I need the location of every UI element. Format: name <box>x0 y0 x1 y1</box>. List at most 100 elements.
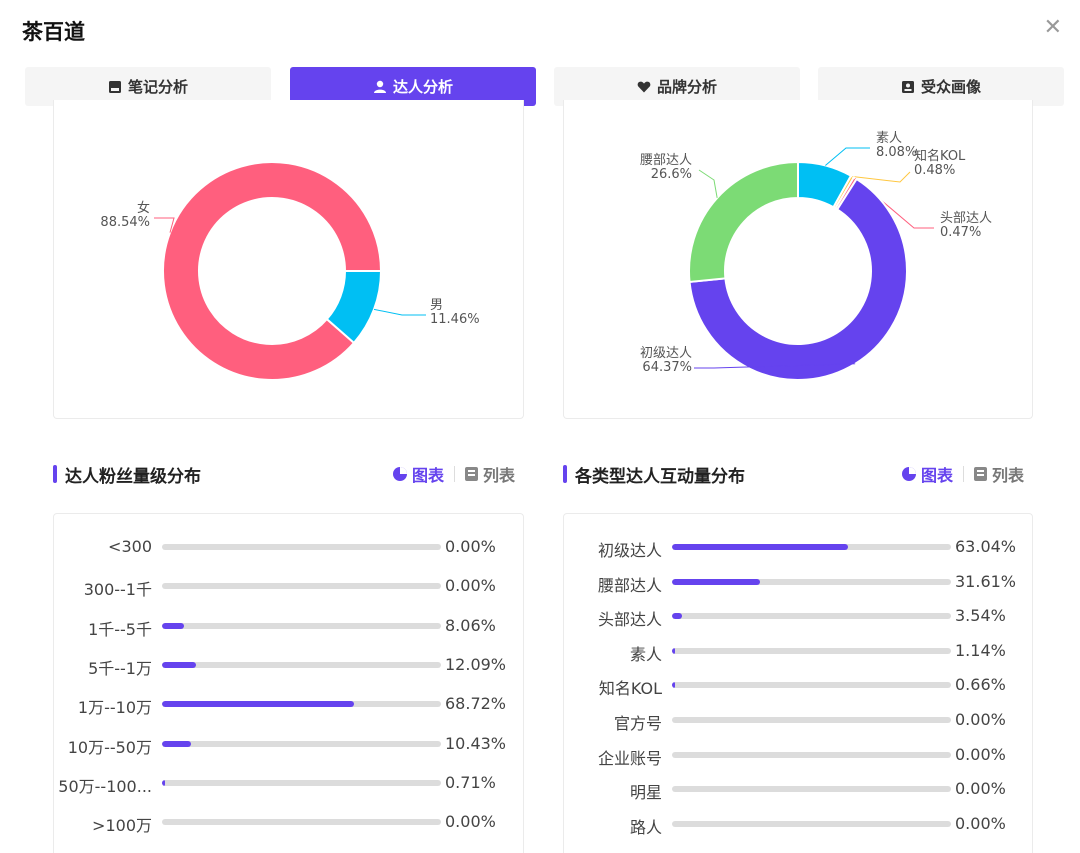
bar-track[interactable] <box>162 583 441 590</box>
bar-track[interactable] <box>672 578 951 585</box>
bar-category-label: 300--1千 <box>83 580 152 600</box>
bar-value-label: 0.00% <box>955 813 1006 833</box>
list-view-label: 列表 <box>992 466 1025 485</box>
donut-slice[interactable] <box>688 160 799 284</box>
bar-category-label: 1万--10万 <box>77 698 152 718</box>
heart-icon <box>637 80 651 94</box>
bar-category-label: 明星 <box>629 783 662 803</box>
bar-track[interactable] <box>162 701 441 708</box>
tab-creator-analysis[interactable]: 达人分析 <box>290 67 536 106</box>
pie-chart-icon <box>902 467 916 481</box>
slice-value-label: 0.48% <box>914 163 955 178</box>
bar-track[interactable] <box>162 544 441 550</box>
bar-track[interactable] <box>672 613 951 620</box>
bar-category-label: 官方号 <box>613 714 662 733</box>
page-title: 茶百道 <box>22 20 85 44</box>
chart-view-label: 图表 <box>921 466 954 485</box>
tab-label: 笔记分析 <box>127 78 188 96</box>
chart-view-label: 图表 <box>412 466 445 485</box>
tier-chart-panel: 素人 8.08% 知名KOL 0.48% 头部达人 0.47% 初级达人 64.37% 腰部达人… <box>563 100 1033 419</box>
fans-bar-chart-panel: <300 0.00% 300--1千 0.00% 1千--5千 8.06% 5千--1万 12… <box>53 513 524 853</box>
list-view-label: 列表 <box>483 466 516 485</box>
bar-fill <box>162 779 165 786</box>
tab-label: 受众画像 <box>920 78 981 96</box>
bar-category-label: 5千--1万 <box>88 658 152 678</box>
bar-track[interactable] <box>162 779 441 786</box>
slice-value-label: 11.46% <box>430 312 480 327</box>
interaction-section-title: 各类型达人互动量分布 <box>575 466 745 487</box>
divider <box>963 466 965 482</box>
slice-value-label: 26.6% <box>651 167 692 182</box>
bar-track[interactable] <box>162 661 441 668</box>
profile-icon <box>901 80 915 94</box>
bar-track[interactable] <box>162 622 441 629</box>
tab-audience-profile[interactable]: 受众画像 <box>818 67 1064 106</box>
slice-name-label: 知名KOL <box>914 148 966 164</box>
bar-fill <box>672 682 675 689</box>
bar-category-label: 50万--100... <box>58 776 152 796</box>
tab-note-analysis[interactable]: 笔记分析 <box>25 67 271 106</box>
bar-value-label: 0.00% <box>955 744 1006 764</box>
bar-value-label: 10.43% <box>445 733 507 753</box>
bar-fill <box>162 622 185 629</box>
bar-track[interactable] <box>672 751 951 758</box>
bar-track[interactable] <box>672 717 951 723</box>
bar-value-label: 0.00% <box>955 710 1006 729</box>
bar-track[interactable] <box>672 682 951 689</box>
bar-value-label: 3.54% <box>955 606 1006 626</box>
interaction-chart-view-button[interactable]: 图表 <box>902 462 953 486</box>
bar-value-label: 8.06% <box>445 615 496 635</box>
bar-value-label: 0.66% <box>955 675 1006 695</box>
slice-name-label: 头部达人 <box>940 211 992 226</box>
interaction-list-view-button[interactable]: 列表 <box>974 462 1024 486</box>
fans-section-header: 达人粉丝量级分布 <box>53 462 201 487</box>
gender-donut-chart: 女88.54% 男11.46% <box>100 161 480 381</box>
bar-track[interactable] <box>672 647 951 654</box>
user-icon <box>373 80 387 94</box>
close-icon[interactable]: ✕ <box>1043 15 1062 40</box>
fans-chart-view-button[interactable]: 图表 <box>393 462 444 486</box>
bar-value-label: 12.09% <box>445 654 507 674</box>
tab-brand-analysis[interactable]: 品牌分析 <box>554 67 800 106</box>
bar-value-label: 31.61% <box>955 571 1017 591</box>
interaction-section-header: 各类型达人互动量分布 <box>563 462 745 487</box>
tab-label: 品牌分析 <box>656 78 717 96</box>
bar-track[interactable] <box>162 740 441 747</box>
fans-section-title: 达人粉丝量级分布 <box>65 466 201 487</box>
note-icon <box>108 80 122 94</box>
list-icon <box>465 467 479 481</box>
donut-slice[interactable] <box>325 270 383 345</box>
slice-name-label: 男 <box>430 298 443 313</box>
section-accent-bar <box>53 465 57 483</box>
slice-value-label: 0.47% <box>940 225 981 240</box>
bar-fill <box>672 647 676 654</box>
gender-chart-panel: 女 88.54% 男 11.46% <box>53 100 524 419</box>
bar-value-label: 0.00% <box>955 779 1006 799</box>
slice-name-label: 女 <box>137 200 150 216</box>
fans-list-view-button[interactable]: 列表 <box>465 462 515 486</box>
bar-fill <box>672 613 682 620</box>
bar-track[interactable] <box>672 786 951 793</box>
bar-track[interactable] <box>672 544 951 550</box>
bar-value-label: 0.71% <box>445 772 496 792</box>
bar-track[interactable] <box>162 819 441 826</box>
fans-view-switch: 图表 列表 <box>393 462 515 486</box>
bar-category-label: <300 <box>108 537 152 556</box>
pie-chart-icon <box>393 467 407 481</box>
slice-name-label: 腰部达人 <box>640 153 692 168</box>
bar-value-label: 0.00% <box>445 812 496 832</box>
bar-track[interactable] <box>672 820 951 827</box>
donut-slice[interactable] <box>688 177 908 381</box>
tab-label: 达人分析 <box>392 78 453 96</box>
slice-name-label: 素人 <box>876 131 902 146</box>
bar-fill <box>162 701 354 708</box>
bar-category-label: >100万 <box>92 816 152 836</box>
label-leader-line <box>825 147 870 166</box>
bar-value-label: 1.14% <box>955 640 1006 660</box>
slice-name-label: 初级达人 <box>640 346 692 361</box>
donut-slice[interactable] <box>162 161 383 381</box>
slice-value-label: 64.37% <box>642 360 692 375</box>
label-leader-line <box>373 308 426 316</box>
label-leader-line <box>154 217 175 233</box>
